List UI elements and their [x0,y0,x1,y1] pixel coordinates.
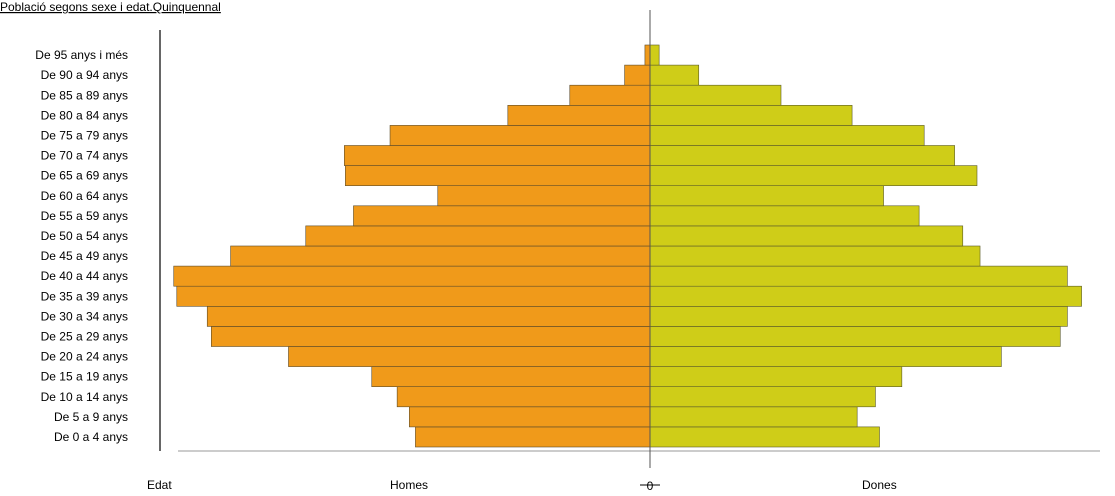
y-axis-label: Edat [147,478,172,492]
bar-homes [569,84,651,106]
category-label: De 95 anys i més [35,48,128,62]
category-label: De 75 a 79 anys [41,128,128,142]
bar-dones [649,346,1002,367]
category-label: De 40 a 44 anys [41,269,128,283]
bar-homes [176,285,651,307]
bar-dones [649,305,1068,327]
bar-homes [389,125,651,146]
bar-dones [649,145,955,166]
bar-dones [649,366,903,388]
category-label: De 5 a 9 anys [54,410,128,424]
bar-homes [396,386,651,408]
category-label: De 70 a 74 anys [41,149,128,163]
category-label: De 20 a 24 anys [41,350,128,364]
series-label-homes: Homes [390,478,428,492]
bar-dones [649,285,1082,307]
bar-dones [649,125,925,146]
category-label: De 90 a 94 anys [41,68,128,82]
bar-dones [649,406,858,428]
category-label: De 65 a 69 anys [41,169,128,183]
category-label: De 10 a 14 anys [41,390,128,404]
bar-homes [305,225,651,247]
bar-dones [649,426,880,448]
bar-dones [649,84,782,106]
zero-tick-label: 0 [647,479,654,493]
bar-dones [649,326,1061,347]
bar-homes [345,165,651,187]
bar-homes [353,205,651,227]
bar-dones [649,265,1068,287]
bar-homes [371,366,651,388]
category-label: De 60 a 64 anys [41,189,128,203]
bar-homes [344,145,651,166]
bar-homes [288,346,651,367]
series-label-dones: Dones [862,478,897,492]
bar-homes [644,44,651,66]
bar-dones [649,165,978,187]
category-label: De 50 a 54 anys [41,229,128,243]
bar-dones [649,386,876,408]
category-labels: De 0 a 4 anys De 5 a 9 anys De 10 a 14 any… [35,48,128,444]
bar-homes [409,406,651,428]
category-label: De 45 a 49 anys [41,249,128,263]
bar-dones [649,225,964,247]
bar-homes [206,305,651,327]
bar-dones [649,64,700,86]
category-label: De 25 a 29 anys [41,329,128,343]
bar-homes [437,185,651,207]
bar-dones [649,105,853,126]
bar-homes [507,105,651,126]
bar-dones [649,205,920,227]
category-label: De 80 a 84 anys [41,108,128,122]
bar-homes [211,326,651,347]
category-label: De 30 a 34 anys [41,309,128,323]
category-label: De 35 a 39 anys [41,289,128,303]
category-label: De 85 a 89 anys [41,88,128,102]
axis-labels: Edat Homes Dones 0 [147,478,897,493]
category-label: De 0 a 4 anys [54,430,128,444]
category-label: De 15 a 19 anys [41,370,128,384]
bar-homes [230,245,651,267]
bar-dones [649,185,884,207]
axes [159,30,1100,452]
bars [173,44,1082,448]
category-label: De 55 a 59 anys [41,209,128,223]
bar-homes [173,265,651,287]
chart-title: Població segons sexe i edat.Quinquennal [0,0,221,14]
bar-dones [649,44,660,66]
bar-homes [624,64,651,86]
bar-dones [649,245,981,267]
bar-homes [415,426,651,448]
